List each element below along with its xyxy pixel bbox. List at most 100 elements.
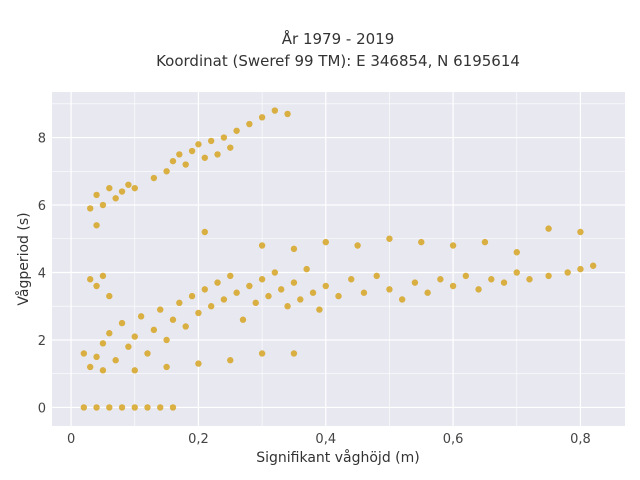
data-point	[297, 296, 304, 303]
data-point	[131, 184, 138, 192]
data-point	[106, 330, 113, 337]
data-point	[271, 269, 279, 276]
data-point	[411, 279, 419, 286]
data-point	[131, 333, 138, 340]
data-point	[118, 319, 126, 327]
data-point	[398, 296, 406, 303]
data-point	[227, 144, 234, 151]
data-point	[150, 174, 158, 182]
data-point	[176, 299, 183, 307]
data-point	[284, 110, 291, 118]
data-point	[290, 350, 298, 357]
data-point	[195, 360, 202, 367]
data-point	[545, 272, 552, 280]
data-point	[201, 154, 208, 161]
data-point	[195, 141, 202, 148]
data-point	[373, 272, 380, 280]
data-point	[220, 134, 228, 141]
data-point	[354, 242, 361, 249]
x-tick-label: 0	[67, 432, 75, 447]
data-point	[227, 272, 234, 280]
data-point	[488, 276, 495, 283]
data-point	[214, 279, 221, 286]
data-point	[335, 292, 342, 300]
data-point	[500, 279, 508, 286]
data-point	[290, 245, 298, 253]
data-point	[93, 191, 100, 199]
data-point	[157, 306, 164, 313]
plot-area	[52, 92, 625, 426]
data-point	[545, 225, 552, 232]
data-point	[233, 127, 240, 134]
data-point	[265, 292, 272, 300]
data-point	[284, 303, 291, 310]
data-point	[163, 168, 170, 175]
data-point	[80, 404, 88, 411]
data-point	[227, 357, 234, 364]
data-point	[157, 404, 164, 411]
data-point	[87, 363, 94, 371]
y-tick-label: 6	[38, 199, 46, 214]
chart-title: År 1979 - 2019	[282, 29, 395, 48]
data-point	[589, 262, 597, 269]
x-axis-label: Signifikant våghöjd (m)	[256, 449, 419, 466]
data-points	[80, 107, 597, 411]
data-point	[201, 228, 208, 236]
data-point	[513, 249, 520, 256]
data-point	[195, 309, 202, 317]
data-point	[118, 188, 126, 195]
y-tick-label: 2	[38, 334, 46, 349]
data-point	[271, 107, 279, 114]
data-point	[239, 316, 247, 323]
data-point	[348, 276, 355, 283]
data-point	[252, 299, 259, 307]
data-point	[309, 289, 317, 296]
data-point	[99, 201, 107, 209]
data-point	[462, 272, 470, 280]
data-point	[577, 265, 584, 273]
data-point	[112, 195, 119, 202]
data-point	[137, 313, 145, 320]
data-point	[93, 353, 100, 361]
x-tick-label: 0,8	[570, 432, 591, 447]
data-point	[182, 161, 189, 168]
data-point	[207, 303, 215, 310]
data-point	[144, 350, 151, 357]
data-point	[93, 404, 100, 411]
data-point	[258, 350, 266, 357]
data-point	[386, 286, 393, 293]
data-point	[481, 238, 489, 246]
data-point	[87, 205, 94, 212]
data-point	[290, 279, 298, 286]
data-point	[99, 340, 107, 347]
y-tick-label: 8	[38, 132, 46, 147]
data-point	[577, 228, 584, 236]
y-axis-ticks: 0 2 4 6 8	[38, 132, 46, 417]
data-point	[233, 289, 240, 296]
data-point	[144, 404, 151, 411]
data-point	[188, 147, 196, 155]
data-point	[214, 151, 221, 158]
data-point	[169, 316, 177, 323]
data-point	[322, 282, 329, 290]
data-point	[475, 286, 482, 293]
data-point	[106, 184, 113, 192]
data-point	[87, 276, 94, 283]
data-point	[150, 326, 158, 334]
y-tick-label: 0	[38, 401, 46, 416]
data-point	[99, 367, 107, 374]
data-point	[163, 363, 170, 371]
data-point	[303, 265, 310, 273]
data-point	[258, 114, 266, 121]
data-point	[513, 269, 520, 276]
data-point	[163, 336, 170, 344]
data-point	[118, 404, 126, 411]
x-tick-label: 0,6	[443, 432, 464, 447]
data-point	[93, 282, 100, 290]
data-point	[246, 120, 253, 128]
data-point	[449, 242, 457, 249]
data-point	[386, 235, 393, 242]
data-point	[112, 357, 119, 364]
data-point	[220, 296, 228, 303]
